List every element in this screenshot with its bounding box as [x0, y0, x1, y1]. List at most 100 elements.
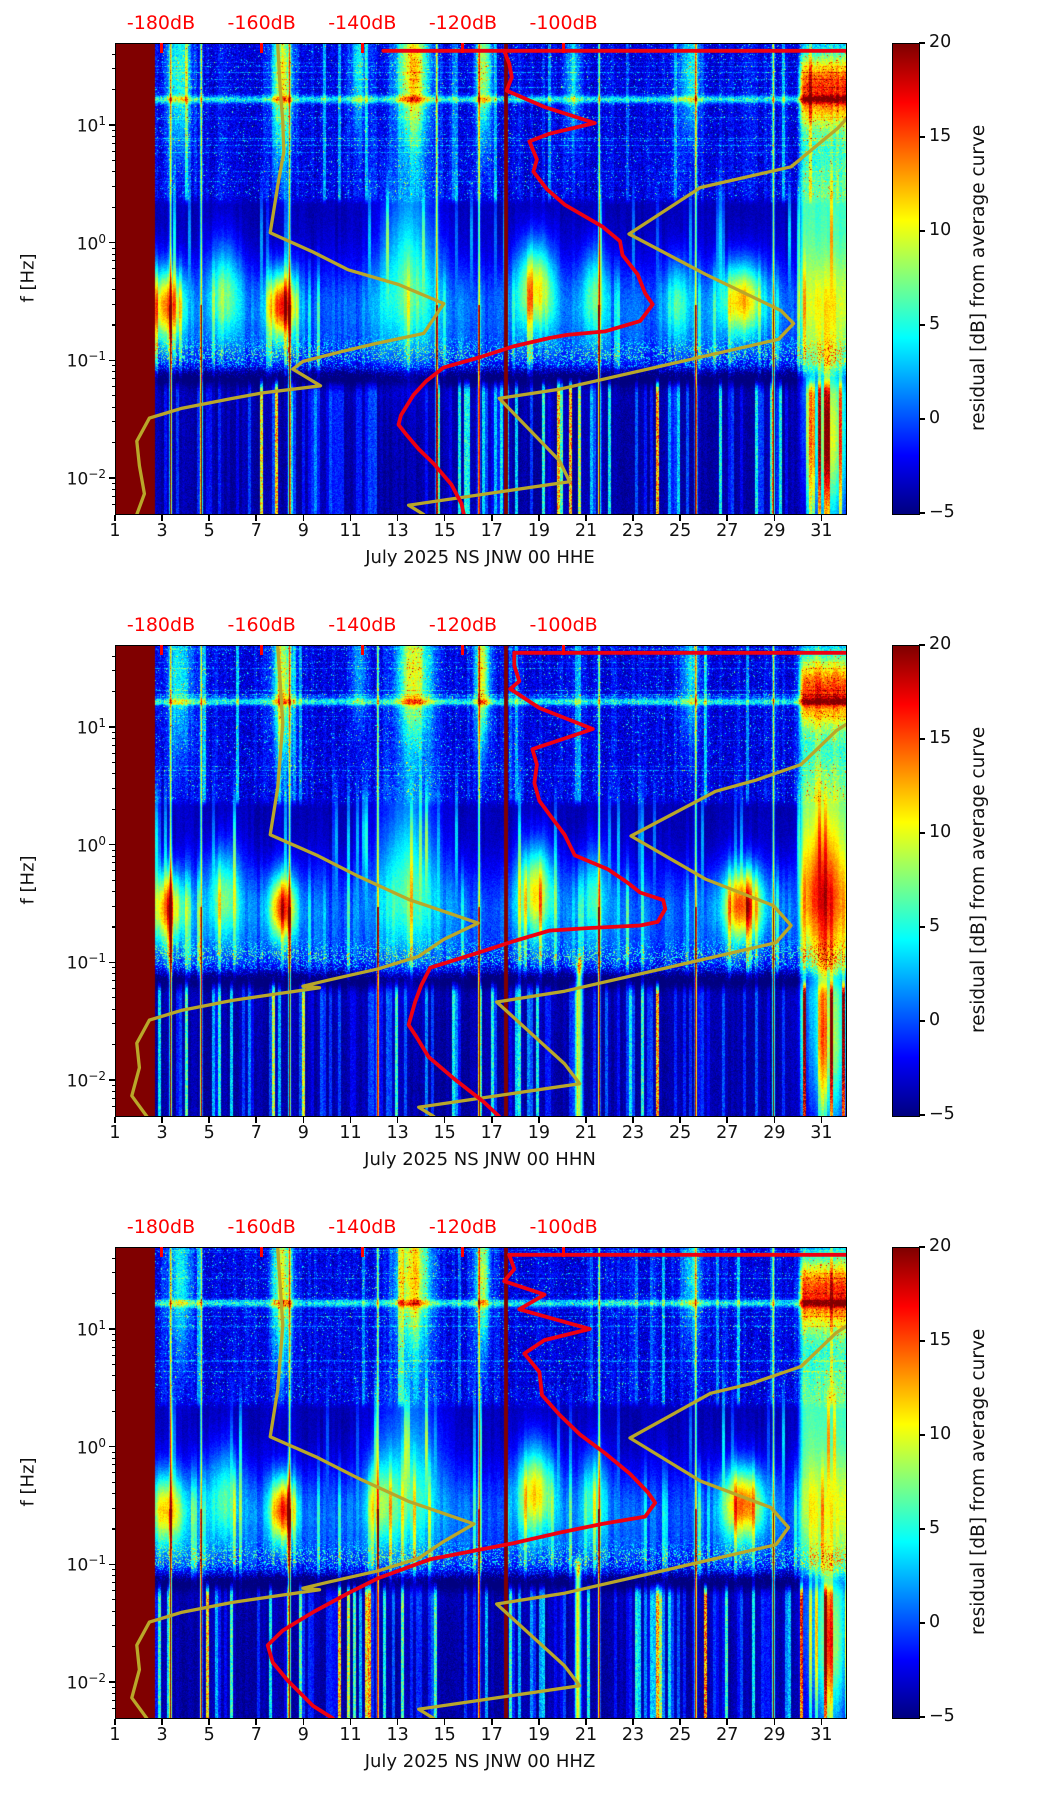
colorbar-tick — [919, 324, 925, 326]
y-axis-tick-label: 101 — [76, 114, 106, 137]
y-axis-minor-tick — [111, 1044, 115, 1046]
colorbar-tick-label: 15 — [929, 126, 952, 146]
y-axis-minor-tick — [111, 1492, 115, 1495]
colorbar-tick-label: 10 — [929, 1424, 952, 1444]
y-axis-minor-tick — [111, 849, 115, 851]
top-axis-tick — [461, 645, 465, 655]
x-axis-tick-label: 15 — [433, 1725, 456, 1745]
x-axis-tick — [585, 1718, 587, 1726]
y-axis-minor-tick — [111, 206, 115, 208]
x-axis-tick-label: 23 — [621, 521, 645, 541]
y-axis-minor-tick — [111, 277, 115, 279]
y-axis-minor-tick — [111, 1625, 115, 1627]
x-axis-tick-label: 23 — [621, 1123, 645, 1143]
noise-model-low-curve — [130, 1248, 476, 1718]
y-axis-minor-tick — [111, 406, 115, 408]
noise-model-low-curve — [135, 44, 446, 514]
colorbar-tick-label: 0 — [929, 1612, 941, 1632]
x-axis-tick — [490, 514, 493, 522]
x-axis-tick-label: 13 — [386, 521, 409, 541]
y-axis-minor-tick — [111, 1090, 115, 1093]
spectrogram-hhz — [115, 1247, 847, 1719]
colorbar-tick — [919, 1528, 925, 1530]
x-axis-tick — [538, 514, 540, 522]
colorbar-tick-label: 10 — [929, 822, 952, 842]
x-axis-title: July 2025 NS JNW 00 HHN — [364, 1149, 596, 1170]
colorbar-tick-label: 0 — [929, 408, 941, 428]
colorbar-tick — [919, 832, 925, 834]
x-axis-tick — [302, 1116, 305, 1124]
y-axis-minor-tick — [111, 737, 115, 739]
y-axis-minor-tick — [111, 89, 115, 91]
y-axis-tick — [108, 1079, 115, 1081]
y-axis-minor-tick — [111, 1339, 115, 1341]
y-axis-minor-tick — [111, 1451, 115, 1453]
top-axis-tick-label: -160dB — [227, 614, 296, 636]
y-axis-minor-tick — [111, 129, 115, 131]
x-axis-tick-label: 7 — [250, 1725, 262, 1745]
y-axis-minor-tick — [111, 1008, 115, 1010]
x-axis-tick — [255, 1718, 258, 1726]
x-axis-tick — [632, 1718, 634, 1726]
y-axis-minor-tick — [111, 171, 115, 173]
top-axis-tick-label: -140dB — [328, 614, 397, 636]
x-axis-tick-label: 1 — [109, 1123, 121, 1143]
x-axis-title: July 2025 NS JNW 00 HHZ — [364, 1751, 596, 1772]
x-axis-tick — [726, 1116, 729, 1124]
x-axis-tick — [632, 1116, 634, 1124]
x-axis-tick — [679, 1718, 681, 1726]
x-axis-tick — [443, 514, 446, 522]
x-axis-tick-label: 1 — [109, 1725, 121, 1745]
y-axis-minor-tick — [111, 670, 115, 672]
x-axis-tick-label: 21 — [574, 521, 598, 541]
y-axis-tick — [108, 843, 115, 846]
colorbar-tick — [919, 1340, 925, 1342]
x-axis-tick-label: 23 — [621, 1725, 645, 1745]
y-axis-minor-tick — [111, 1646, 115, 1648]
x-axis-tick-label: 27 — [716, 1123, 739, 1143]
x-axis-tick-label: 25 — [669, 521, 692, 541]
top-axis-tick-label: -180dB — [126, 12, 196, 34]
colorbar-tick-label: 20 — [929, 634, 952, 654]
y-axis-tick — [108, 1445, 115, 1448]
y-axis-minor-tick — [111, 773, 115, 775]
y-axis-minor-tick — [111, 1699, 115, 1701]
y-axis-minor-tick — [111, 503, 115, 505]
colorbar — [892, 645, 920, 1117]
y-axis-minor-tick — [111, 1569, 115, 1571]
y-axis-minor-tick — [111, 395, 115, 397]
y-axis-minor-tick — [111, 1686, 115, 1689]
x-axis-tick — [490, 1116, 493, 1124]
x-axis-tick — [396, 1718, 399, 1726]
x-axis-tick — [726, 514, 729, 522]
x-axis-tick — [208, 514, 210, 522]
top-axis-tick-label: -160dB — [227, 12, 296, 34]
y-axis-minor-tick — [111, 135, 115, 137]
top-axis-tick — [360, 43, 364, 53]
y-axis-tick-label: 10−2 — [66, 1069, 106, 1092]
y-axis-minor-tick — [111, 1481, 115, 1483]
x-axis-tick-label: 9 — [297, 1725, 309, 1745]
y-axis-minor-tick — [111, 365, 115, 367]
y-axis-minor-tick — [111, 1707, 115, 1709]
y-axis-minor-tick — [111, 253, 115, 255]
y-axis-tick — [108, 359, 115, 362]
colorbar-tick-label: −5 — [929, 1104, 955, 1124]
y-axis-tick-label: 100 — [76, 231, 106, 255]
y-axis-tick — [108, 1563, 115, 1566]
top-axis-tick-label: -100dB — [529, 12, 598, 34]
y-axis-minor-tick — [111, 1389, 115, 1392]
noise-model-low-curve — [130, 646, 480, 1116]
x-axis-tick — [632, 514, 634, 522]
x-axis-tick — [820, 1718, 823, 1726]
noise-model-high-curve — [417, 722, 846, 1116]
y-axis-minor-tick — [111, 761, 115, 763]
y-axis-minor-tick — [111, 1575, 115, 1577]
x-axis-tick-label: 1 — [109, 521, 121, 541]
x-axis-tick-label: 17 — [480, 1725, 503, 1745]
y-axis-tick — [108, 241, 115, 244]
top-axis-tick-label: -120dB — [428, 614, 498, 636]
x-axis-tick-label: 27 — [716, 1725, 739, 1745]
x-axis-tick — [396, 1116, 399, 1124]
y-axis-minor-tick — [111, 987, 115, 990]
